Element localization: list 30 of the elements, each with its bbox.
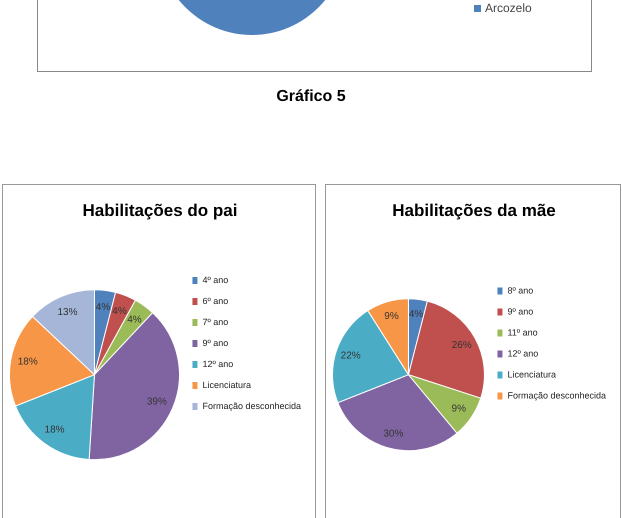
data-label: 30% — [383, 428, 404, 440]
data-label: 4% — [408, 309, 424, 320]
legend-label: 12º ano — [507, 348, 538, 358]
legend-label: 7º ano — [202, 316, 228, 327]
legend-label: 12º ano — [202, 358, 234, 369]
legend-label: 9º ano — [202, 338, 228, 348]
legend-label: 6º ano — [202, 296, 228, 306]
data-label: 13% — [57, 307, 78, 318]
chart-title: Habilitações do pai — [82, 200, 238, 220]
text: Gráfico 5 — [275, 88, 347, 106]
data-label: 4% — [112, 306, 127, 318]
data-label: 22% — [340, 350, 361, 362]
legend-label: Licenciatura — [507, 369, 556, 380]
legend-label: 11º ano — [507, 327, 538, 338]
data-label: 9% — [452, 404, 466, 415]
data-label: 18% — [18, 356, 38, 368]
data-label: 4% — [127, 314, 142, 326]
data-label: 39% — [146, 396, 167, 408]
legend-label: Formação desconhecida — [202, 400, 302, 411]
chart-title: Habilitações da mãe — [392, 200, 556, 220]
legend-label: 8º ano — [507, 285, 534, 296]
data-label: 18% — [44, 424, 65, 436]
legend-label: Licenciatura — [202, 380, 251, 390]
data-label: 9% — [384, 311, 399, 322]
legend-label: 4º ano — [202, 274, 228, 285]
legend-label: Formação desconhecida — [507, 390, 606, 400]
category-label: Arcozelo — [484, 1, 532, 15]
legend-label: 9º ano — [507, 306, 534, 316]
data-label: 4% — [96, 302, 110, 314]
data-label: 26% — [452, 340, 472, 352]
